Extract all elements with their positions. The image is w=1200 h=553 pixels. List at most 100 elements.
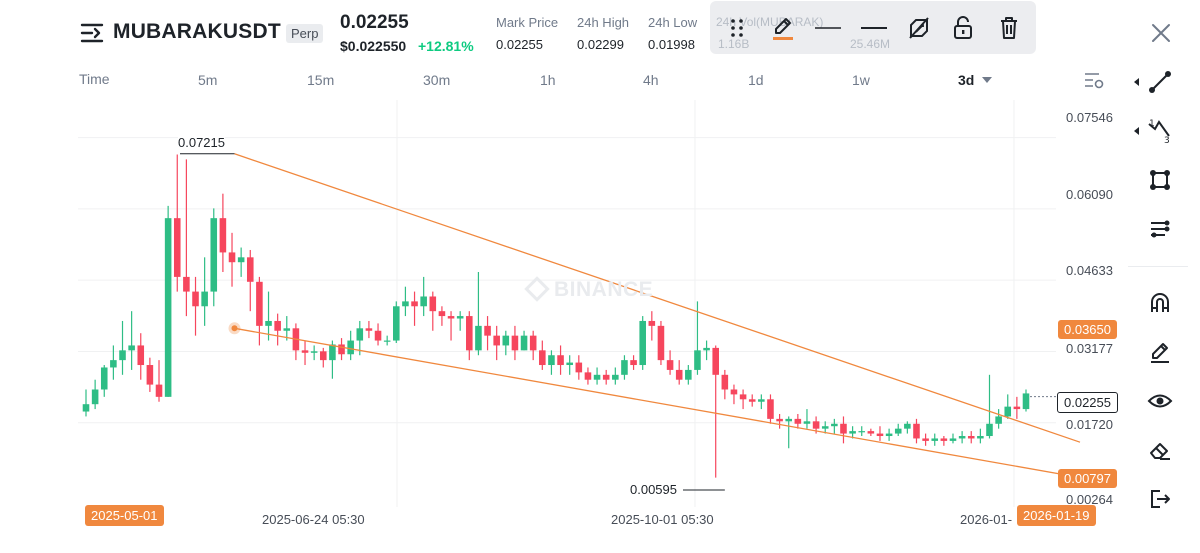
candle-body — [539, 350, 546, 366]
chart-grid — [78, 100, 1056, 507]
line-width-icon[interactable] — [860, 15, 888, 41]
trend-anchor — [231, 325, 238, 332]
candle-body — [219, 218, 227, 253]
candle-body — [1013, 406, 1021, 410]
time-interval-label[interactable]: Time — [79, 71, 110, 87]
trash-icon[interactable] — [996, 15, 1022, 41]
candle-body — [210, 218, 218, 292]
low-annotation: 0.00595 — [630, 482, 677, 497]
eraser-icon[interactable] — [1146, 436, 1174, 464]
candle-body — [164, 218, 172, 397]
rectangle-icon[interactable] — [1146, 166, 1174, 194]
interval-4h[interactable]: 4h — [643, 72, 659, 88]
interval-1d[interactable]: 1d — [748, 72, 764, 88]
candle-body — [1022, 393, 1030, 410]
candle-body — [246, 257, 254, 282]
candle-body — [557, 355, 564, 366]
menu-icon[interactable] — [80, 22, 104, 44]
candle-body — [840, 423, 847, 434]
candle-body — [986, 423, 993, 437]
candle-body — [821, 426, 829, 429]
stat-label: Mark Price — [496, 15, 559, 30]
candle-body — [265, 320, 272, 326]
rail-divider — [1128, 266, 1188, 267]
line-style-icon[interactable] — [814, 15, 842, 41]
interval-3d[interactable]: 3d — [958, 72, 975, 88]
candle-body — [675, 369, 683, 380]
stat-value: 0.02255 — [496, 37, 543, 52]
candle-body — [383, 340, 391, 342]
candle-body — [237, 257, 245, 263]
chart-settings-icon[interactable] — [1084, 71, 1104, 89]
candle-body — [758, 399, 765, 402]
candle-body — [931, 438, 939, 441]
drag-handle-icon[interactable] — [724, 15, 750, 41]
candle-body — [904, 423, 911, 429]
price-change-percent: +12.81% — [418, 38, 474, 54]
stat-label: 24h Low — [648, 15, 698, 30]
trend-line-icon[interactable] — [1146, 68, 1174, 96]
candle-body — [858, 431, 866, 433]
candle-body — [420, 296, 427, 307]
candle-body — [648, 320, 656, 326]
candle-body — [1004, 406, 1012, 417]
interval-1w[interactable]: 1w — [852, 72, 870, 88]
low-24h-stat: 24h Low 0.01998 — [648, 15, 697, 52]
magnet-icon[interactable] — [1146, 289, 1174, 317]
candle-body — [529, 335, 537, 351]
symbol-title[interactable]: MUBARAKUSDT — [113, 20, 281, 43]
candle-body — [867, 431, 875, 434]
high-annotation: 0.07215 — [178, 135, 225, 150]
candle-body — [173, 218, 181, 277]
pencil-icon[interactable] — [1146, 338, 1174, 366]
candle-body — [849, 431, 856, 434]
candle-body — [812, 421, 820, 429]
close-icon[interactable] — [1150, 22, 1172, 44]
date-tick: 2026-01- — [960, 512, 1013, 527]
interval-15m[interactable]: 15m — [307, 72, 335, 88]
unlock-icon[interactable] — [950, 15, 976, 41]
interval-30m[interactable]: 30m — [423, 72, 451, 88]
candle-body — [146, 365, 154, 385]
candle-body — [456, 316, 464, 319]
date-tick: 2025-06-24 05:30 — [262, 512, 365, 527]
candle-body — [575, 362, 583, 373]
eye-icon[interactable] — [1146, 387, 1174, 415]
exit-icon[interactable] — [1146, 485, 1174, 513]
lower-line-price-tag: 0.00797 — [1058, 469, 1117, 488]
price-tick: 0.03177 — [1066, 341, 1113, 356]
hide-drawing-icon[interactable] — [906, 15, 932, 41]
interval-5m[interactable]: 5m — [198, 72, 218, 88]
candle-body — [977, 436, 984, 439]
candle-body — [630, 360, 637, 366]
pencil-color-icon[interactable] — [770, 15, 796, 41]
candle-body — [155, 384, 163, 397]
interval-dropdown-caret-icon[interactable] — [982, 77, 992, 83]
candle-body — [100, 367, 108, 390]
candle-body — [730, 389, 738, 395]
candle-body — [566, 362, 573, 366]
candle-body — [493, 335, 500, 346]
candle-body — [183, 276, 190, 292]
candle-body — [685, 369, 692, 380]
candle-body — [940, 438, 948, 441]
brush-lines-icon[interactable] — [1146, 215, 1174, 243]
high-24h-stat: 24h High 0.02299 — [577, 15, 629, 52]
candle-body — [110, 360, 117, 368]
candle-body — [438, 311, 446, 317]
interval-1h[interactable]: 1h — [540, 72, 556, 88]
candle-body — [192, 291, 199, 307]
candle-body — [484, 325, 491, 336]
candle-body — [694, 350, 701, 370]
svg-text:1: 1 — [1149, 119, 1155, 129]
expand-arrow-icon[interactable] — [1134, 127, 1139, 135]
candle-body — [885, 433, 893, 437]
expand-arrow-icon[interactable] — [1134, 78, 1139, 86]
candle-body — [520, 335, 528, 351]
candle-body — [703, 347, 710, 351]
candle-body — [137, 345, 145, 366]
candle-body — [721, 374, 729, 390]
stat-label: 24h High — [577, 15, 630, 30]
